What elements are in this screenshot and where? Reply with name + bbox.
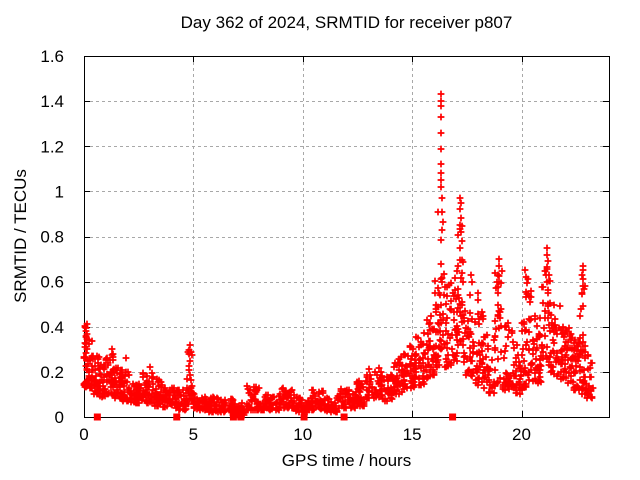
scatter-points [80, 90, 597, 419]
x-axis-label: GPS time / hours [281, 451, 412, 470]
x-tick-label: 0 [79, 425, 88, 444]
y-tick-label: 0.2 [40, 363, 64, 382]
y-tick-label: 0 [55, 408, 64, 427]
x-tick-label: 10 [293, 425, 312, 444]
y-tick-label: 1 [55, 182, 64, 201]
y-tick-label: 1.2 [40, 137, 64, 156]
zero-value-marker [229, 413, 237, 421]
y-tick-label: 0.6 [40, 273, 64, 292]
y-tick-label: 1.4 [40, 92, 64, 111]
x-tick-label: 20 [512, 425, 531, 444]
zero-value-marker [340, 413, 348, 421]
y-tick-label: 0.8 [40, 228, 64, 247]
y-tick-label: 1.6 [40, 47, 64, 66]
zero-value-marker [449, 413, 457, 421]
zero-value-marker [300, 413, 308, 421]
zero-value-marker [93, 413, 101, 421]
y-tick-label: 0.4 [40, 318, 64, 337]
x-tick-label: 5 [189, 425, 198, 444]
x-tick-label: 15 [403, 425, 422, 444]
zero-value-marker [173, 413, 181, 421]
chart-title: Day 362 of 2024, SRMTID for receiver p80… [180, 13, 513, 32]
zero-value-marker [237, 413, 245, 421]
